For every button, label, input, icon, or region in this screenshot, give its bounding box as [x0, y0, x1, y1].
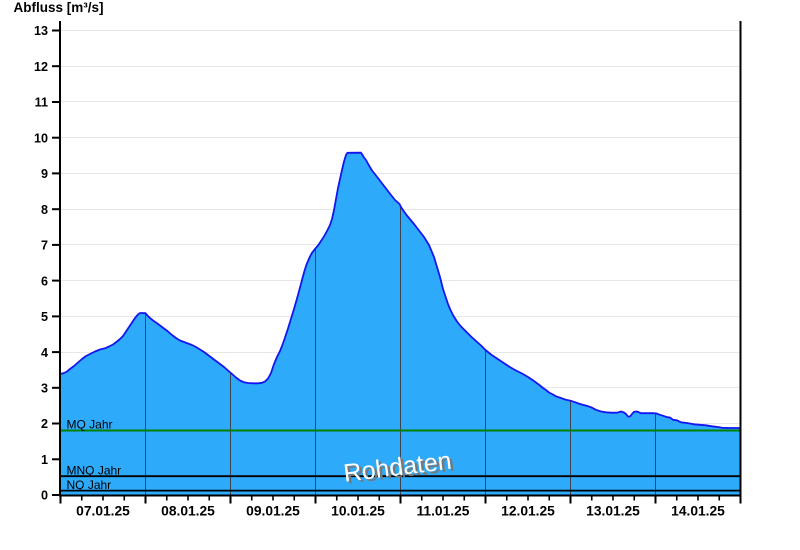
- svg-text:NQ Jahr: NQ Jahr: [67, 478, 112, 492]
- svg-text:8: 8: [41, 203, 48, 217]
- svg-text:07.01.25: 07.01.25: [76, 504, 130, 519]
- svg-text:12: 12: [34, 60, 48, 74]
- svg-text:14.01.25: 14.01.25: [671, 504, 725, 519]
- svg-text:6: 6: [41, 274, 48, 288]
- svg-text:9: 9: [41, 167, 48, 181]
- svg-text:1: 1: [41, 453, 48, 467]
- svg-text:13: 13: [34, 24, 48, 38]
- svg-text:11.01.25: 11.01.25: [417, 504, 470, 519]
- svg-text:5: 5: [41, 310, 48, 324]
- svg-text:10: 10: [34, 131, 48, 145]
- svg-text:MNQ Jahr: MNQ Jahr: [67, 463, 122, 477]
- svg-text:2: 2: [41, 417, 48, 431]
- svg-text:Abfluss [m³/s]: Abfluss [m³/s]: [14, 0, 104, 15]
- svg-text:08.01.25: 08.01.25: [161, 504, 215, 519]
- svg-text:12.01.25: 12.01.25: [501, 504, 555, 519]
- svg-text:0: 0: [41, 489, 48, 503]
- svg-text:MQ Jahr: MQ Jahr: [67, 417, 113, 431]
- svg-text:13.01.25: 13.01.25: [586, 504, 640, 519]
- svg-text:11: 11: [35, 96, 48, 110]
- svg-text:10.01.25: 10.01.25: [331, 504, 385, 519]
- svg-text:7: 7: [41, 239, 48, 253]
- svg-text:4: 4: [41, 346, 48, 360]
- svg-text:09.01.25: 09.01.25: [246, 504, 300, 519]
- svg-text:3: 3: [41, 382, 48, 396]
